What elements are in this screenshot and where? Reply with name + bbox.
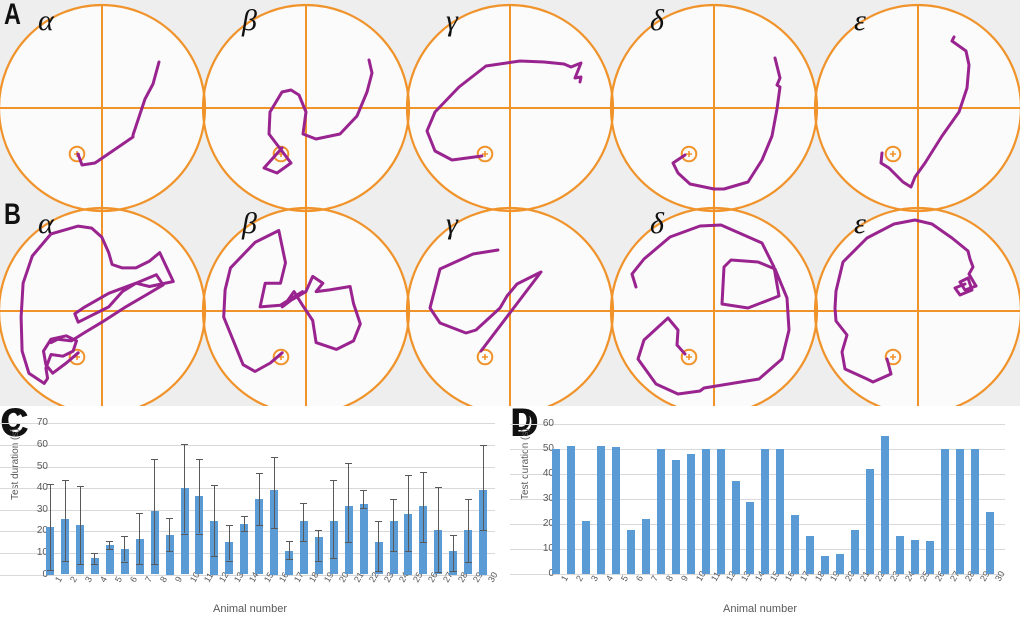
- svg-text:α: α: [38, 4, 55, 37]
- svg-text:δ: δ: [650, 4, 665, 37]
- svg-text:β: β: [241, 4, 257, 37]
- svg-text:δ: δ: [650, 207, 665, 240]
- svg-text:γ: γ: [446, 207, 459, 240]
- svg-text:β: β: [241, 207, 257, 240]
- svg-text:α: α: [38, 207, 55, 240]
- svg-text:γ: γ: [446, 4, 459, 37]
- svg-text:ε: ε: [854, 4, 866, 37]
- svg-text:ε: ε: [854, 207, 866, 240]
